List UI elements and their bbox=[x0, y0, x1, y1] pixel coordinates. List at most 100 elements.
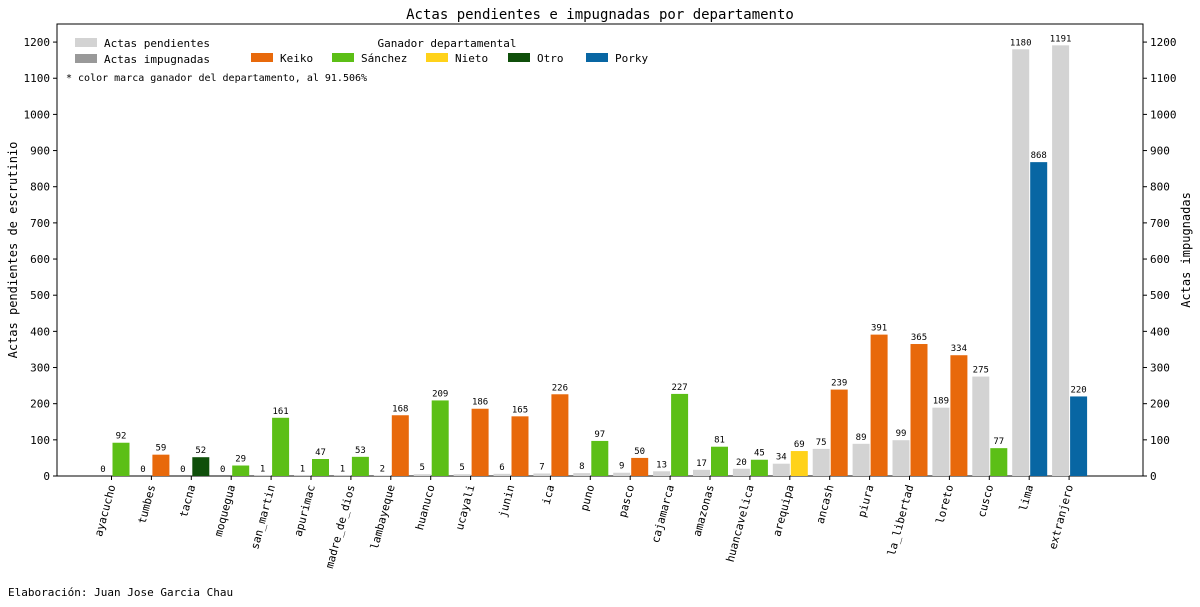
x-tick-label-arequipa: arequipa bbox=[770, 483, 796, 538]
bar-pendientes-huancavelica bbox=[732, 468, 750, 476]
y-tick-label-right: 300 bbox=[1150, 362, 1170, 375]
bar-pendientes-ancash bbox=[812, 448, 830, 476]
label-impugnadas-lambayeque: 168 bbox=[392, 404, 408, 414]
x-tick-label-ayacucho: ayacucho bbox=[92, 483, 118, 538]
legend-label-nieto: Nieto bbox=[455, 52, 488, 65]
bar-pendientes-la_libertad bbox=[892, 440, 910, 476]
bar-impugnadas-la_libertad bbox=[910, 344, 928, 476]
x-tick-label-madre_de_dios: madre_de_dios bbox=[323, 483, 358, 570]
legend-swatch-porky bbox=[586, 53, 608, 62]
label-impugnadas-tumbes: 59 bbox=[155, 444, 166, 454]
label-pendientes-lima: 1180 bbox=[1010, 38, 1032, 48]
label-pendientes-loreto: 189 bbox=[933, 397, 949, 407]
bar-impugnadas-ica bbox=[551, 394, 569, 476]
bar-impugnadas-loreto bbox=[950, 355, 968, 476]
x-tick-label-san_martin: san_martin bbox=[248, 483, 278, 550]
label-impugnadas-ucayali: 186 bbox=[472, 398, 488, 408]
label-impugnadas-huanuco: 209 bbox=[432, 389, 448, 399]
y-tick-label-right: 400 bbox=[1150, 325, 1170, 338]
x-tick-label-ucayali: ucayali bbox=[453, 483, 478, 531]
y-tick-label-left: 1100 bbox=[24, 72, 51, 85]
x-tick-label-cajamarca: cajamarca bbox=[649, 483, 677, 544]
bar-impugnadas-huanuco bbox=[431, 400, 449, 476]
y-tick-label-left: 200 bbox=[30, 398, 50, 411]
label-impugnadas-pasco: 50 bbox=[634, 447, 645, 457]
y-tick-label-left: 400 bbox=[30, 325, 50, 338]
x-tick-label-loreto: loreto bbox=[933, 483, 956, 525]
legend-swatch-keiko bbox=[251, 53, 273, 62]
y-tick-label-left: 0 bbox=[43, 470, 50, 483]
bar-impugnadas-junin bbox=[511, 416, 529, 476]
label-pendientes-san_martin: 1 bbox=[260, 465, 265, 475]
bar-pendientes-amazonas bbox=[693, 469, 710, 476]
bars-group: 0920590520291161147153216852095186616572… bbox=[100, 34, 1088, 476]
y-tick-label-left: 900 bbox=[30, 145, 50, 158]
x-tick-label-huanuco: huanuco bbox=[413, 483, 438, 531]
label-pendientes-cusco: 275 bbox=[973, 366, 989, 376]
bar-impugnadas-arequipa bbox=[790, 451, 808, 476]
chart-note: * color marca ganador del departamento, … bbox=[66, 73, 367, 84]
label-impugnadas-tacna: 52 bbox=[195, 446, 206, 456]
legend-label-keiko: Keiko bbox=[280, 52, 313, 65]
label-impugnadas-apurimac: 47 bbox=[315, 448, 326, 458]
y-axis-label-right: Actas impugnadas bbox=[1179, 192, 1193, 308]
label-pendientes-moquegua: 0 bbox=[220, 465, 225, 475]
y-tick-label-right: 600 bbox=[1150, 253, 1170, 266]
label-impugnadas-ancash: 239 bbox=[831, 379, 847, 389]
bar-pendientes-puno bbox=[573, 473, 591, 476]
bar-impugnadas-san_martin bbox=[272, 417, 290, 476]
label-pendientes-huancavelica: 20 bbox=[736, 458, 747, 468]
y-tick-label-right: 900 bbox=[1150, 145, 1170, 158]
bar-pendientes-pasco bbox=[613, 472, 631, 476]
label-pendientes-lambayeque: 2 bbox=[380, 464, 385, 474]
y-tick-label-left: 100 bbox=[30, 434, 50, 447]
bar-pendientes-loreto bbox=[932, 407, 950, 476]
label-pendientes-pasco: 9 bbox=[619, 462, 624, 472]
y-tick-label-right: 500 bbox=[1150, 289, 1170, 302]
x-tick-label-apurimac: apurimac bbox=[292, 483, 318, 538]
label-impugnadas-ica: 226 bbox=[552, 383, 568, 393]
label-pendientes-ayacucho: 0 bbox=[100, 465, 105, 475]
legend-swatch-otro bbox=[508, 53, 530, 62]
bar-pendientes-ucayali bbox=[453, 474, 471, 476]
bar-impugnadas-lambayeque bbox=[391, 415, 409, 476]
x-tick-label-lima: lima bbox=[1017, 483, 1036, 512]
y-tick-label-right: 800 bbox=[1150, 181, 1170, 194]
x-tick-label-extranjero: extranjero bbox=[1046, 483, 1076, 550]
x-tick-label-piura: piura bbox=[855, 483, 876, 518]
y-tick-label-left: 600 bbox=[30, 253, 50, 266]
legend-label-porky: Porky bbox=[615, 52, 648, 65]
label-impugnadas-huancavelica: 45 bbox=[754, 449, 765, 459]
bar-impugnadas-moquegua bbox=[232, 465, 250, 476]
bar-impugnadas-piura bbox=[870, 334, 888, 476]
label-impugnadas-san_martin: 161 bbox=[272, 407, 288, 417]
footer-credit: Elaboración: Juan Jose Garcia Chau bbox=[8, 586, 234, 599]
label-pendientes-extranjero: 1191 bbox=[1050, 34, 1072, 44]
legend-label-otro: Otro bbox=[537, 52, 564, 65]
legend: Actas pendientes Actas impugnadas Ganado… bbox=[66, 37, 648, 84]
label-impugnadas-puno: 97 bbox=[594, 430, 605, 440]
bar-impugnadas-puno bbox=[591, 440, 609, 476]
legend-swatch-impugnadas bbox=[75, 54, 97, 63]
y-tick-label-right: 100 bbox=[1150, 434, 1170, 447]
label-impugnadas-ayacucho: 92 bbox=[116, 432, 127, 442]
legend-label-sanchez: Sánchez bbox=[361, 52, 407, 65]
y-tick-label-left: 300 bbox=[30, 362, 50, 375]
label-pendientes-junin: 6 bbox=[499, 463, 504, 473]
bar-impugnadas-extranjero bbox=[1070, 396, 1088, 476]
label-pendientes-cajamarca: 13 bbox=[656, 460, 667, 470]
label-pendientes-huanuco: 5 bbox=[419, 463, 424, 473]
x-tick-label-tumbes: tumbes bbox=[135, 483, 158, 525]
label-impugnadas-moquegua: 29 bbox=[235, 455, 246, 465]
bar-pendientes-cajamarca bbox=[653, 471, 671, 476]
y-tick-label-left: 700 bbox=[30, 217, 50, 230]
label-impugnadas-extranjero: 220 bbox=[1070, 385, 1086, 395]
bar-pendientes-junin bbox=[493, 473, 511, 476]
bar-impugnadas-apurimac bbox=[312, 459, 329, 476]
bar-pendientes-huanuco bbox=[413, 474, 431, 476]
bar-pendientes-cusco bbox=[972, 376, 990, 476]
bar-impugnadas-cajamarca bbox=[671, 393, 689, 476]
y-tick-label-left: 500 bbox=[30, 289, 50, 302]
label-pendientes-la_libertad: 99 bbox=[896, 429, 907, 439]
y-tick-label-right: 1000 bbox=[1150, 108, 1177, 121]
